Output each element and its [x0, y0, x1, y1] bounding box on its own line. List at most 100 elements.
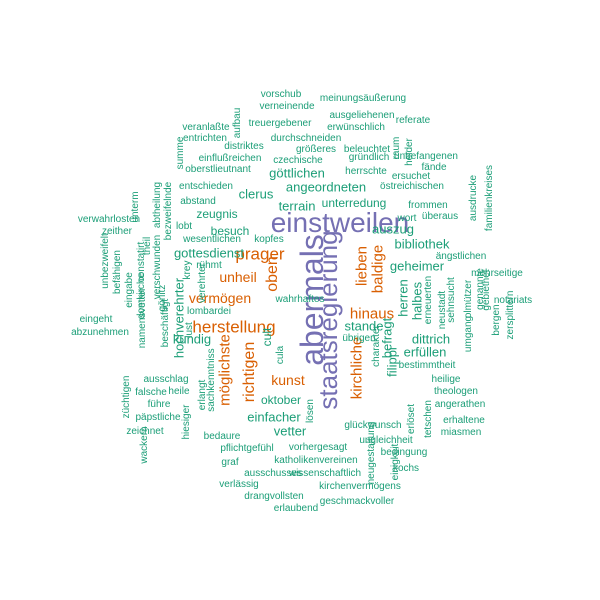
cloud-word: clerus [238, 186, 274, 202]
cloud-word: abtheilung [152, 181, 163, 229]
cloud-word: geheimer [389, 258, 445, 274]
cloud-word: unheil [219, 269, 257, 285]
cloud-word: czechische [273, 155, 323, 166]
cloud-word: kirchliche [348, 336, 366, 400]
cloud-word: erfüllen [403, 344, 447, 360]
cloud-word: herrschte [345, 166, 387, 177]
cloud-word: charakter [371, 325, 382, 367]
cloud-word: oben [264, 256, 281, 292]
cloud-word: oberstlieutnant [185, 164, 251, 175]
cloud-word: aufbau [232, 107, 243, 139]
cloud-word: eingeht [79, 314, 113, 325]
cloud-word: züchtigen [121, 375, 132, 419]
cloud-word: olmützer [463, 279, 474, 319]
cloud-word: zeugnis [196, 207, 238, 221]
cloud-word: unbefangenen [394, 151, 458, 162]
cloud-word: abzunehmen [71, 327, 129, 338]
cloud-word: referate [395, 115, 431, 126]
cloud-word: vorhergesagt [288, 442, 348, 453]
cloud-word: ersuchet [391, 171, 431, 182]
cloud-word: vorschub [260, 89, 302, 100]
cloud-word: sachkenntniss [206, 348, 217, 412]
cloud-word: einigkeit [390, 443, 401, 481]
cloud-word: entschieden [179, 181, 233, 192]
cloud-word: bestimmtheit [398, 360, 456, 371]
cloud-word: drangvollsten [244, 491, 304, 502]
cloud-word: eingabe [124, 272, 135, 308]
cloud-word: beleuchtet [343, 144, 391, 155]
cloud-word: staatsregierung [313, 230, 343, 410]
cloud-word: herstellung [192, 317, 276, 337]
cloud-word: erlaubend [273, 503, 319, 514]
cloud-word: herren [395, 279, 411, 317]
cloud-word: heile [168, 386, 190, 397]
cloud-word: cula [275, 345, 286, 365]
cloud-word: kirchenvermögens [319, 481, 401, 492]
cloud-word: wissenschaftlich [288, 468, 362, 479]
cloud-word: geschmackvoller [319, 496, 395, 507]
cloud-word: pflichtgefühl [220, 443, 274, 454]
cloud-word: kundig [172, 331, 212, 347]
cloud-word: wackern [139, 426, 150, 464]
cloud-word: einfacher [247, 409, 301, 425]
cloud-word: ausdrucke [468, 174, 479, 222]
cloud-word: richtigen [241, 341, 258, 403]
cloud-word: lombardei [187, 306, 231, 317]
cloud-word: möglichste [216, 334, 234, 406]
cloud-word: angerathen [434, 399, 486, 410]
cloud-word: katholikenvereinen [274, 455, 358, 466]
cloud-word: verehrter [197, 262, 208, 304]
cloud-word: krey [182, 260, 193, 280]
cloud-word: einflußreichen [198, 153, 262, 164]
cloud-word: bedaure [203, 431, 241, 442]
cloud-word: östreichischen [380, 181, 444, 192]
cloud-word: frommen [408, 200, 448, 211]
cloud-word: lösen [305, 399, 316, 423]
cloud-word: ausschusses [244, 468, 302, 479]
cloud-word: miasmen [440, 427, 482, 438]
cloud-word: prager [235, 244, 285, 264]
cloud-word: wesentlichen [183, 234, 241, 245]
cloud-word: göttlichen [269, 165, 325, 181]
cloud-word: hinaus [349, 305, 395, 323]
cloud-word: wort [397, 213, 417, 224]
cloud-word: graf [221, 457, 239, 468]
cloud-word: familienkreises [484, 164, 495, 232]
cloud-word: erhaltene [443, 415, 485, 426]
cloud-word: auszug [372, 221, 414, 237]
cloud-word: umgang [463, 315, 474, 353]
cloud-word: gottesdienst [173, 245, 245, 261]
cloud-word: bedingung [380, 447, 428, 458]
cloud-word: stande [344, 318, 384, 334]
cloud-word: hiesiger [181, 404, 192, 440]
cloud-word: gründlich [348, 152, 390, 163]
cloud-word: glückwunsch [344, 420, 402, 431]
cloud-word: oktober [260, 393, 302, 407]
cloud-word: befähigen [112, 250, 123, 294]
cloud-word: unbezweifelt [100, 233, 111, 289]
cloud-word: angeordneten [285, 179, 367, 195]
cloud-word: falsche [135, 387, 167, 398]
cloud-word: abstand [180, 196, 216, 207]
cloud-word: ängstlichen [435, 251, 487, 262]
cloud-word: notariats [493, 295, 533, 306]
cloud-word: namensvetter [137, 287, 148, 349]
cloud-word: kopfes [254, 234, 284, 245]
cloud-word: päpstliche [135, 412, 181, 423]
cloud-word: rühmt [196, 260, 222, 271]
cloud-word: meinungsäußerung [319, 93, 407, 104]
cloud-word: überaus [421, 211, 459, 222]
cloud-word: unterredung [321, 196, 387, 210]
cloud-word: mehrseitige [471, 268, 523, 279]
cloud-word: treuergebener [248, 118, 312, 129]
cloud-word: verwahrlosten [77, 214, 141, 225]
cloud-word: zeichnet [126, 426, 164, 437]
cloud-word: erlöset [406, 403, 417, 435]
cloud-word: dittrich [411, 331, 451, 347]
cloud-word: ausschlag [143, 374, 189, 385]
cloud-word: erneuerten [423, 275, 434, 325]
cloud-word: cult [260, 327, 274, 347]
cloud-word: kunst [271, 372, 305, 388]
cloud-word: ungleichheit [359, 435, 413, 446]
